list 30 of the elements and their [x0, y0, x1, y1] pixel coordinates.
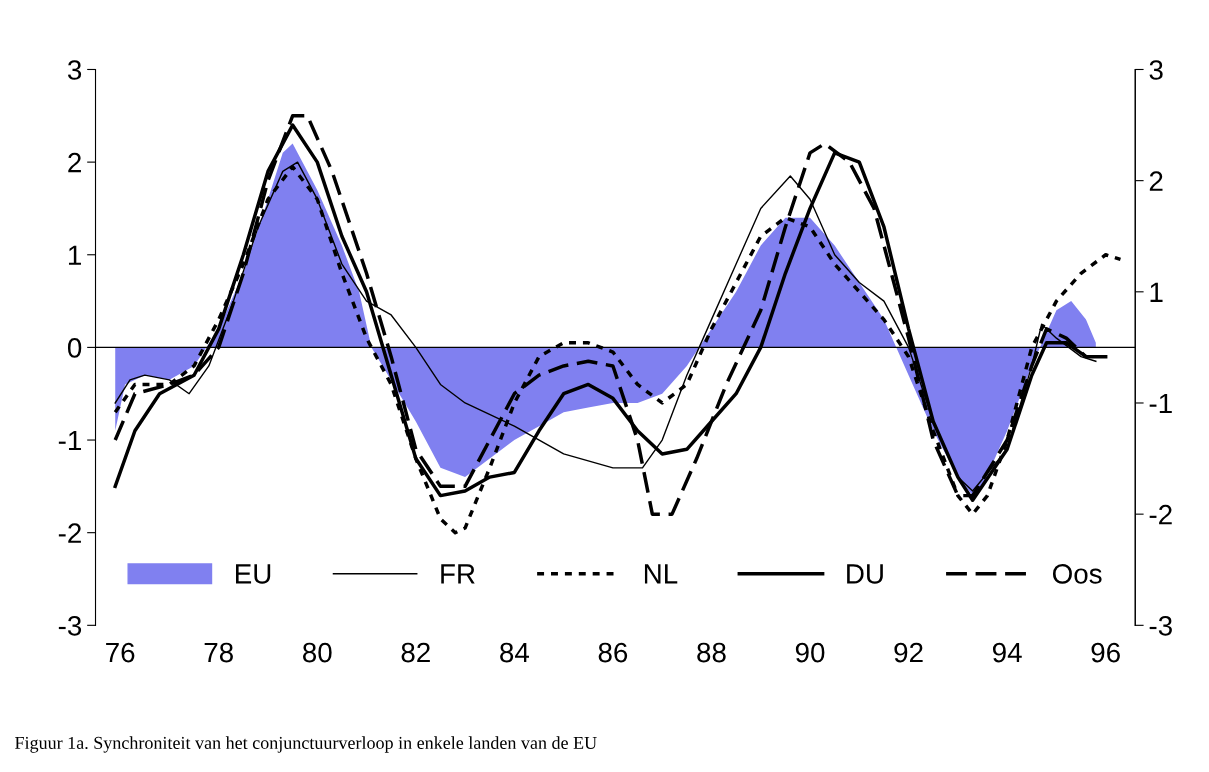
- x-tick-label: 78: [204, 642, 233, 663]
- y2-tick-label: 2: [1149, 171, 1163, 191]
- y-tick-label: -1: [58, 430, 81, 451]
- x-tick-label: 76: [106, 642, 135, 663]
- y2-tick-label: 3: [1149, 60, 1163, 80]
- y2-tick-label: -3: [1149, 615, 1172, 636]
- x-tick-label: 88: [697, 642, 726, 663]
- x-tick-label: 90: [795, 642, 825, 663]
- legend-label: DU: [847, 564, 883, 584]
- y-tick-label: -3: [58, 615, 82, 636]
- legend-label: FR: [441, 564, 475, 584]
- legend-label: EU: [236, 564, 271, 584]
- y2-tick-label: 1: [1150, 282, 1163, 302]
- y-tick-label: -2: [58, 523, 81, 543]
- y2-tick-label: -2: [1149, 504, 1172, 525]
- y-tick-label: 3: [67, 60, 82, 80]
- legend-label: NL: [644, 564, 678, 584]
- legend-label: Oos: [1052, 564, 1102, 584]
- x-tick-label: 80: [303, 642, 332, 663]
- y2-tick-label: -1: [1149, 393, 1172, 414]
- x-tick-label: 84: [500, 642, 529, 663]
- text: Figuur 1a. Synchroniteit van het conjunctuurverloop in enkele landen van de EU: [15, 736, 597, 753]
- x-tick-label: 94: [992, 642, 1022, 663]
- x-tick-label: 86: [598, 642, 628, 663]
- y-tick-label: 2: [68, 152, 81, 173]
- x-tick-label: 96: [1091, 642, 1120, 663]
- y-tick-label: 1: [68, 245, 81, 265]
- x-tick-label: 92: [894, 642, 923, 663]
- y-tick-label: 0: [67, 338, 82, 358]
- x-tick-label: 82: [401, 642, 430, 663]
